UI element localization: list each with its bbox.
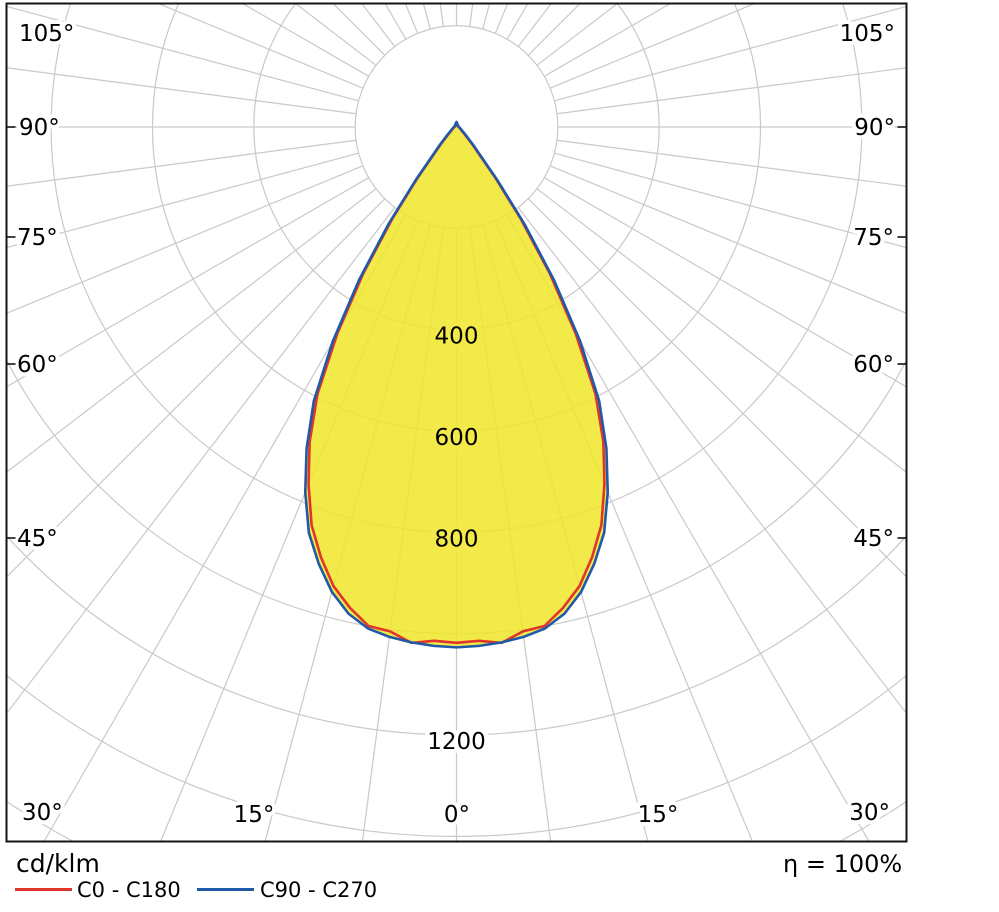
grid-radial-75	[554, 152, 907, 249]
grid-radial-82.5	[556, 139, 907, 187]
angle-label-13-90: 90°	[854, 115, 895, 141]
angle-label-10-45: 45°	[853, 526, 894, 552]
unit-label: cd/klm	[16, 849, 100, 878]
grid-radial-37.5	[517, 207, 907, 715]
beam-fill	[305, 121, 608, 648]
grid-radial-135	[527, 3, 581, 56]
grid-radial-277.5	[6, 139, 357, 187]
grid-radial-262.5	[6, 67, 357, 115]
legend: C0 - C180 C90 - C270	[0, 878, 999, 904]
angle-label-2-75: 75°	[17, 225, 58, 251]
legend-label-c90: C90 - C270	[260, 878, 378, 902]
ring-label-800: 800	[435, 526, 479, 552]
grid-radial-112.5	[549, 3, 757, 89]
angle-label-14-105: 105°	[840, 21, 895, 47]
grid-radial-150	[506, 3, 529, 40]
angle-label-1-90: 90°	[19, 115, 60, 141]
grid-radial-45	[527, 198, 907, 578]
grid-radial-255	[6, 5, 359, 102]
angle-label-3-60: 60°	[17, 352, 58, 378]
grid-radial-285	[6, 152, 359, 249]
grid-radial-67.5	[549, 165, 907, 315]
angle-label-11-60: 60°	[853, 352, 894, 378]
grid-radial-52.5	[536, 188, 907, 474]
angle-label-4-45: 45°	[17, 526, 58, 552]
ring-label-600: 600	[435, 425, 479, 451]
grid-radial-300	[6, 177, 370, 388]
c90-line-swatch	[197, 888, 254, 891]
grid-radial-127.5	[536, 3, 619, 66]
efficiency-label: η = 100%	[783, 850, 903, 878]
grid-radial-292.5	[6, 165, 364, 315]
grid-radial-142.5	[517, 3, 553, 47]
angle-label-5-30: 30°	[22, 800, 63, 826]
grid-radial-30	[506, 214, 870, 842]
angle-label-6-15: 15°	[234, 802, 275, 828]
angle-label-8-15: 15°	[638, 802, 679, 828]
angle-label-12-75: 75°	[853, 225, 894, 251]
grid-radial-97.5	[556, 67, 907, 115]
plot-border	[5, 2, 908, 843]
legend-label-c0: C0 - C180	[77, 878, 181, 902]
grid-radial-307.5	[6, 188, 377, 474]
angle-label-9-30: 30°	[849, 800, 890, 826]
grid-radial-105	[554, 5, 907, 102]
ring-label-400: 400	[435, 324, 479, 350]
angle-label-0-105: 105°	[19, 21, 74, 47]
curve-c90-c270	[303, 120, 610, 649]
c0-line-swatch	[15, 888, 72, 891]
ring-label-1200: 1200	[427, 729, 486, 755]
grid-radial-330	[43, 214, 407, 842]
grid-radial-120	[543, 3, 672, 77]
grid-radial-315	[6, 198, 386, 578]
grid-radial-60	[543, 177, 907, 388]
grid-radial-322.5	[6, 207, 396, 715]
border-ticks	[6, 126, 907, 539]
angle-label-7-0: 0°	[444, 802, 470, 828]
grid-radial-247.5	[156, 3, 364, 89]
